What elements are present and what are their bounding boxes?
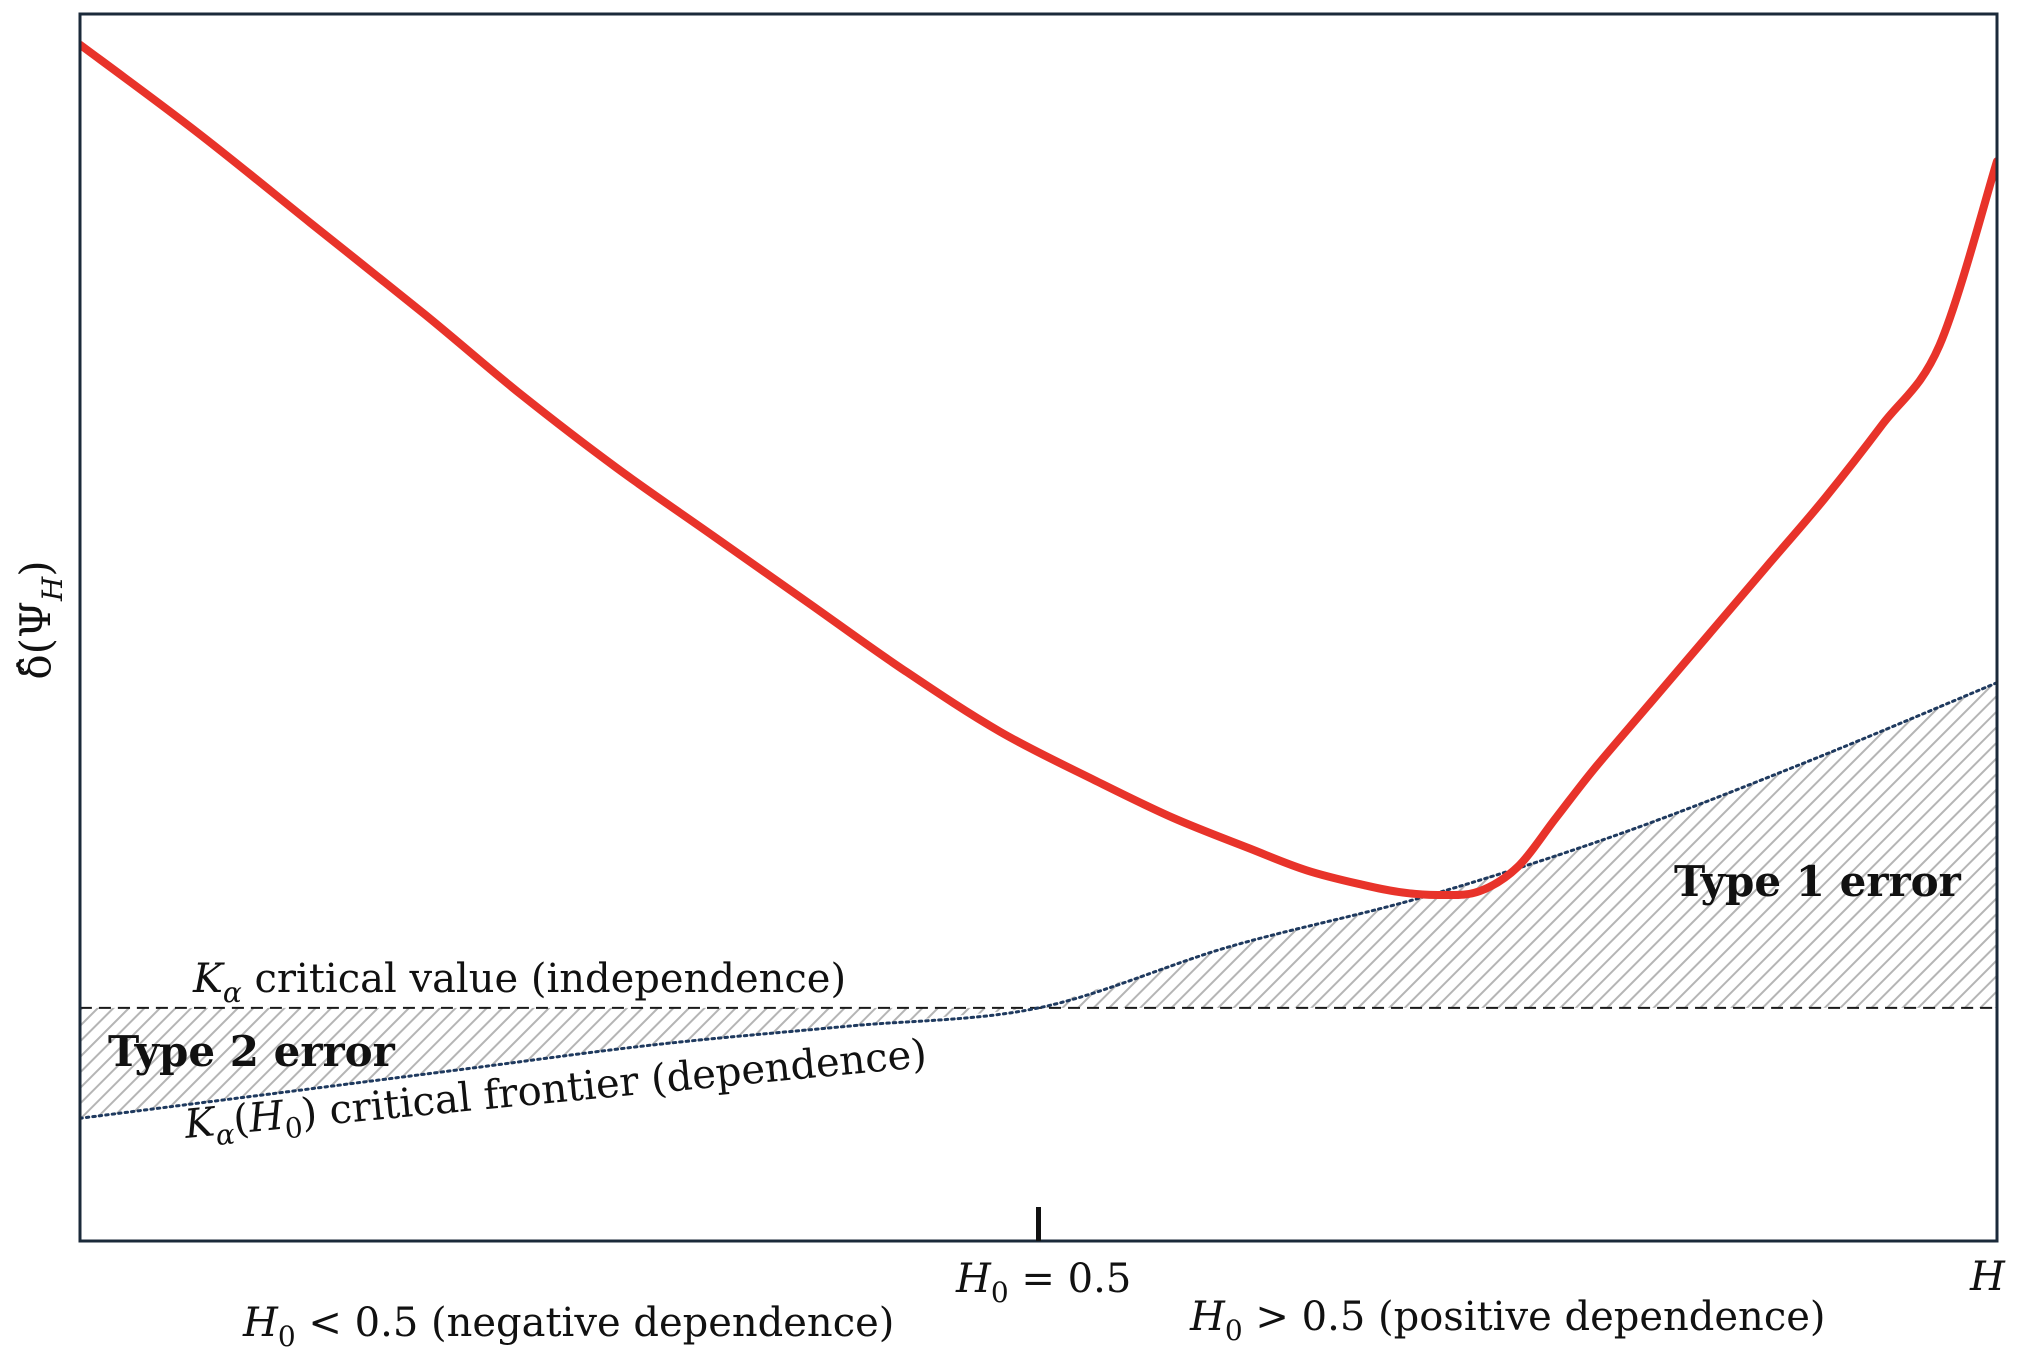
kalpha-critical-frontier-line: [80, 681, 1997, 1120]
type-1-error-region: [1038, 682, 1997, 1008]
h0-tick-label: H0 = 0.5: [955, 1256, 1131, 1309]
type-2-error-label: Type 2 error: [108, 1027, 396, 1076]
h0-tick-mark: [1036, 1207, 1041, 1241]
y-axis-label: δ̂(ΨH): [11, 560, 69, 679]
negative-dependence-label: H0 < 0.5 (negative dependence): [242, 1300, 894, 1353]
type-1-error-label: Type 1 error: [1674, 857, 1962, 906]
positive-dependence-label: H0 > 0.5 (positive dependence): [1189, 1294, 1826, 1347]
x-axis-label: H: [1969, 1254, 2006, 1300]
delta-statistic-curve: [80, 40, 1997, 900]
type-2-error-region: [80, 1007, 1039, 1119]
kalpha-critical-value-label: Kα critical value (independence): [192, 956, 846, 1009]
